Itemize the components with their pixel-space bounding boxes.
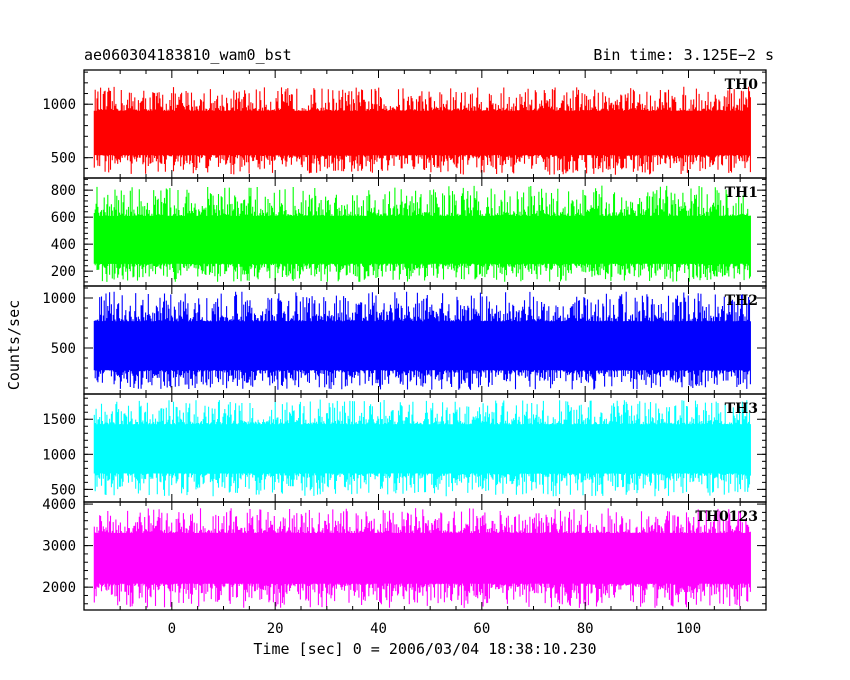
y-tick-label: 400 bbox=[51, 237, 76, 253]
bin-time-label: Bin time: 3.125E−2 s bbox=[593, 46, 774, 64]
panel-label: TH2 bbox=[725, 293, 758, 309]
panel-th2: 500 1000 TH2 bbox=[42, 285, 767, 395]
x-tick-label: 20 bbox=[267, 621, 284, 637]
x-tick-label: 100 bbox=[676, 621, 701, 637]
series-line-th0123 bbox=[93, 508, 751, 608]
y-tick-label: 200 bbox=[51, 264, 76, 280]
y-tick-label: 1500 bbox=[42, 412, 76, 428]
y-tick-label: 1000 bbox=[42, 97, 76, 113]
panels-group: 500 1000 TH0 200 400 600 800 TH1 500 1000 TH2 500 10… bbox=[42, 69, 767, 611]
panel-th0: 500 1000 TH0 bbox=[42, 69, 767, 179]
x-tick-label: 40 bbox=[370, 621, 387, 637]
series-line-th3 bbox=[93, 399, 751, 497]
x-tick-label: 60 bbox=[473, 621, 490, 637]
series-line-th0 bbox=[93, 86, 751, 175]
panel-label: TH0 bbox=[725, 77, 759, 93]
panel-th3: 500 1000 1500 TH3 bbox=[42, 393, 767, 503]
panel-th1: 200 400 600 800 TH1 bbox=[51, 177, 767, 287]
y-tick-label: 500 bbox=[51, 341, 76, 357]
x-tick-label: 80 bbox=[577, 621, 594, 637]
x-tick-label: 0 bbox=[168, 621, 176, 637]
panel-label: TH0123 bbox=[695, 509, 758, 525]
y-tick-label: 500 bbox=[51, 151, 76, 167]
y-tick-label: 500 bbox=[51, 482, 76, 498]
y-tick-label: 600 bbox=[51, 210, 76, 226]
x-axis-label: Time [sec] 0 = 2006/03/04 18:38:10.230 bbox=[253, 640, 596, 658]
y-tick-label: 4000 bbox=[42, 497, 76, 513]
y-axis-label: Counts/sec bbox=[5, 300, 23, 390]
series-line-th1 bbox=[93, 185, 751, 282]
y-tick-label: 3000 bbox=[42, 539, 76, 555]
y-tick-label: 800 bbox=[51, 183, 76, 199]
chart-title: ae060304183810_wam0_bst bbox=[84, 46, 292, 64]
panel-label: TH3 bbox=[725, 401, 758, 417]
panel-frame bbox=[83, 501, 767, 611]
y-tick-label: 1000 bbox=[42, 447, 76, 463]
y-tick-label: 1000 bbox=[42, 291, 76, 307]
series-line-th2 bbox=[93, 291, 751, 390]
panel-th0123: 2000 3000 4000 TH0123 bbox=[42, 497, 767, 611]
panel-label: TH1 bbox=[725, 185, 758, 201]
y-tick-label: 2000 bbox=[42, 580, 76, 596]
x-axis: 0 20 40 60 80 100 bbox=[168, 621, 702, 637]
